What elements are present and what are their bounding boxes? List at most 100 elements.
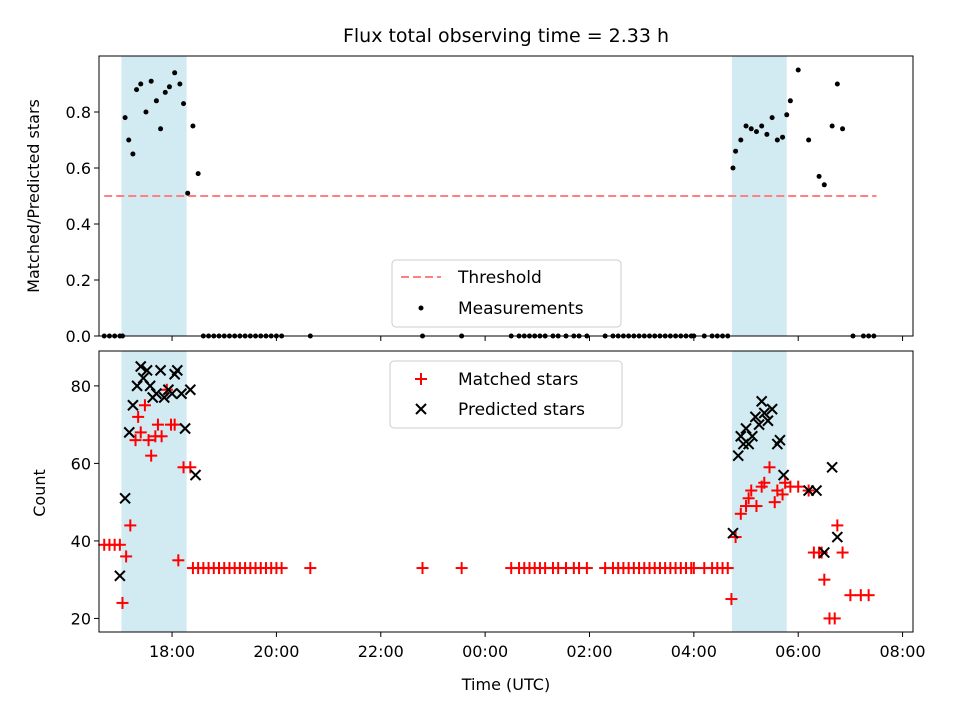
matched-star-point xyxy=(758,476,771,489)
measurement-point xyxy=(834,81,840,87)
measurement-point xyxy=(780,134,786,140)
x-tick-label: 20:00 xyxy=(253,642,299,661)
predicted-star-point xyxy=(831,531,844,543)
bottom-legend-box xyxy=(389,360,623,429)
predicted-star-point xyxy=(119,492,131,504)
matched-star-point xyxy=(116,596,129,609)
measurement-point xyxy=(162,89,168,95)
y-tick-label: 80 xyxy=(71,377,91,396)
predicted-star-point xyxy=(742,438,755,450)
y-tick-label: 0.0 xyxy=(66,327,91,346)
legend-matched-label: Matched stars xyxy=(458,370,578,390)
measurement-point xyxy=(195,171,201,177)
bottom-axes-frame xyxy=(98,350,914,633)
predicted-star-point xyxy=(774,434,786,446)
measurement-point xyxy=(759,123,765,129)
measurement-point xyxy=(738,137,744,143)
measurement-point xyxy=(795,67,801,73)
measurement-point xyxy=(784,112,790,118)
measurement-point xyxy=(190,123,196,129)
matched-star-point xyxy=(687,562,700,575)
legend-predicted-label: Predicted stars xyxy=(458,400,585,420)
matched-star-point xyxy=(776,488,789,501)
matched-star-point xyxy=(836,546,849,559)
x-tick-label: 18:00 xyxy=(149,642,195,661)
predicted-star-point xyxy=(189,469,202,481)
matched-star-point xyxy=(818,573,831,586)
matched-star-point xyxy=(151,418,164,431)
predicted-star-point xyxy=(114,570,126,582)
predicted-star-point xyxy=(740,422,752,435)
matched-star-point xyxy=(304,562,317,575)
measurement-point xyxy=(130,151,136,157)
bottom-x-axis-label: Time (UTC) xyxy=(461,675,550,694)
bottom-x-ticks: 18:00 20:00 22:00 00:00 02:00 04:00 06:00 08:00 xyxy=(149,632,926,661)
predicted-star-point xyxy=(810,484,823,497)
matched-star-point xyxy=(831,519,844,532)
predicted-star-point xyxy=(732,449,744,462)
measurement-point xyxy=(166,84,172,90)
bottom-y-ticks: 20 40 60 80 xyxy=(71,377,99,628)
predicted-star-point xyxy=(777,469,790,481)
predicted-star-point xyxy=(123,426,135,439)
x-tick-label: 08:00 xyxy=(880,642,926,661)
predicted-star-point xyxy=(753,418,765,431)
legend-measurements-swatch xyxy=(418,305,424,311)
measurement-point xyxy=(148,78,154,84)
predicted-star-point xyxy=(144,380,156,392)
x-tick-label: 06:00 xyxy=(775,642,821,661)
top-y-axis-label: Matched/Predicted stars xyxy=(24,99,43,293)
matched-star-point xyxy=(155,430,168,443)
predicted-star-point xyxy=(758,407,770,419)
predicted-star-point xyxy=(826,461,838,473)
predicted-star-point xyxy=(141,364,153,377)
predicted-star-point xyxy=(755,395,768,408)
measurement-point xyxy=(122,115,128,121)
measurement-point xyxy=(806,137,812,143)
x-tick-label: 00:00 xyxy=(462,642,508,661)
matched-star-point xyxy=(734,507,747,520)
measurement-point xyxy=(840,126,846,132)
measurement-point xyxy=(181,101,187,107)
legend-measurements-label: Measurements xyxy=(458,299,584,319)
bottom-y-axis-label: Count xyxy=(30,469,49,517)
y-tick-label: 0.8 xyxy=(66,103,91,122)
matched-star-point xyxy=(768,496,781,509)
matched-star-point xyxy=(455,562,468,575)
measurement-point xyxy=(177,81,183,87)
measurement-point xyxy=(172,70,178,76)
y-tick-label: 0.4 xyxy=(66,215,91,234)
matched-star-point xyxy=(862,589,875,602)
predicted-star-point xyxy=(150,387,163,400)
count-panel: 20 40 60 80 18:00 20:00 22:00 00:00 02:00 04:00 0… xyxy=(30,350,926,694)
matched-star-point xyxy=(275,562,288,575)
y-tick-label: 40 xyxy=(71,532,91,551)
predicted-star-point xyxy=(766,403,778,415)
legend-threshold-label: Threshold xyxy=(457,268,542,288)
matched-star-point xyxy=(844,589,857,602)
measurement-point xyxy=(829,123,835,129)
matched-star-point xyxy=(740,500,753,513)
measurement-point xyxy=(153,98,159,104)
bottom-legend: Matched stars Predicted stars xyxy=(389,360,623,429)
matched-star-point xyxy=(792,480,805,493)
measurement-point xyxy=(816,173,822,179)
predicted-star-point xyxy=(179,422,191,435)
measurement-point xyxy=(748,126,754,132)
measurement-point xyxy=(730,165,736,171)
predicted-star-point xyxy=(131,380,143,392)
predicted-star-point xyxy=(158,391,170,404)
measurement-point xyxy=(753,129,759,135)
y-tick-label: 20 xyxy=(71,609,91,628)
measurement-point xyxy=(787,98,793,104)
y-tick-label: 0.6 xyxy=(66,159,91,178)
predicted-star-point xyxy=(175,387,188,400)
measurement-point xyxy=(774,137,780,143)
x-tick-label: 02:00 xyxy=(566,642,612,661)
predicted-star-point xyxy=(749,411,762,423)
measurement-point xyxy=(158,126,164,132)
matched-star-point xyxy=(184,461,197,474)
top-legend-box xyxy=(391,259,622,328)
matched-star-point xyxy=(742,492,755,505)
matched-star-point xyxy=(416,562,429,575)
